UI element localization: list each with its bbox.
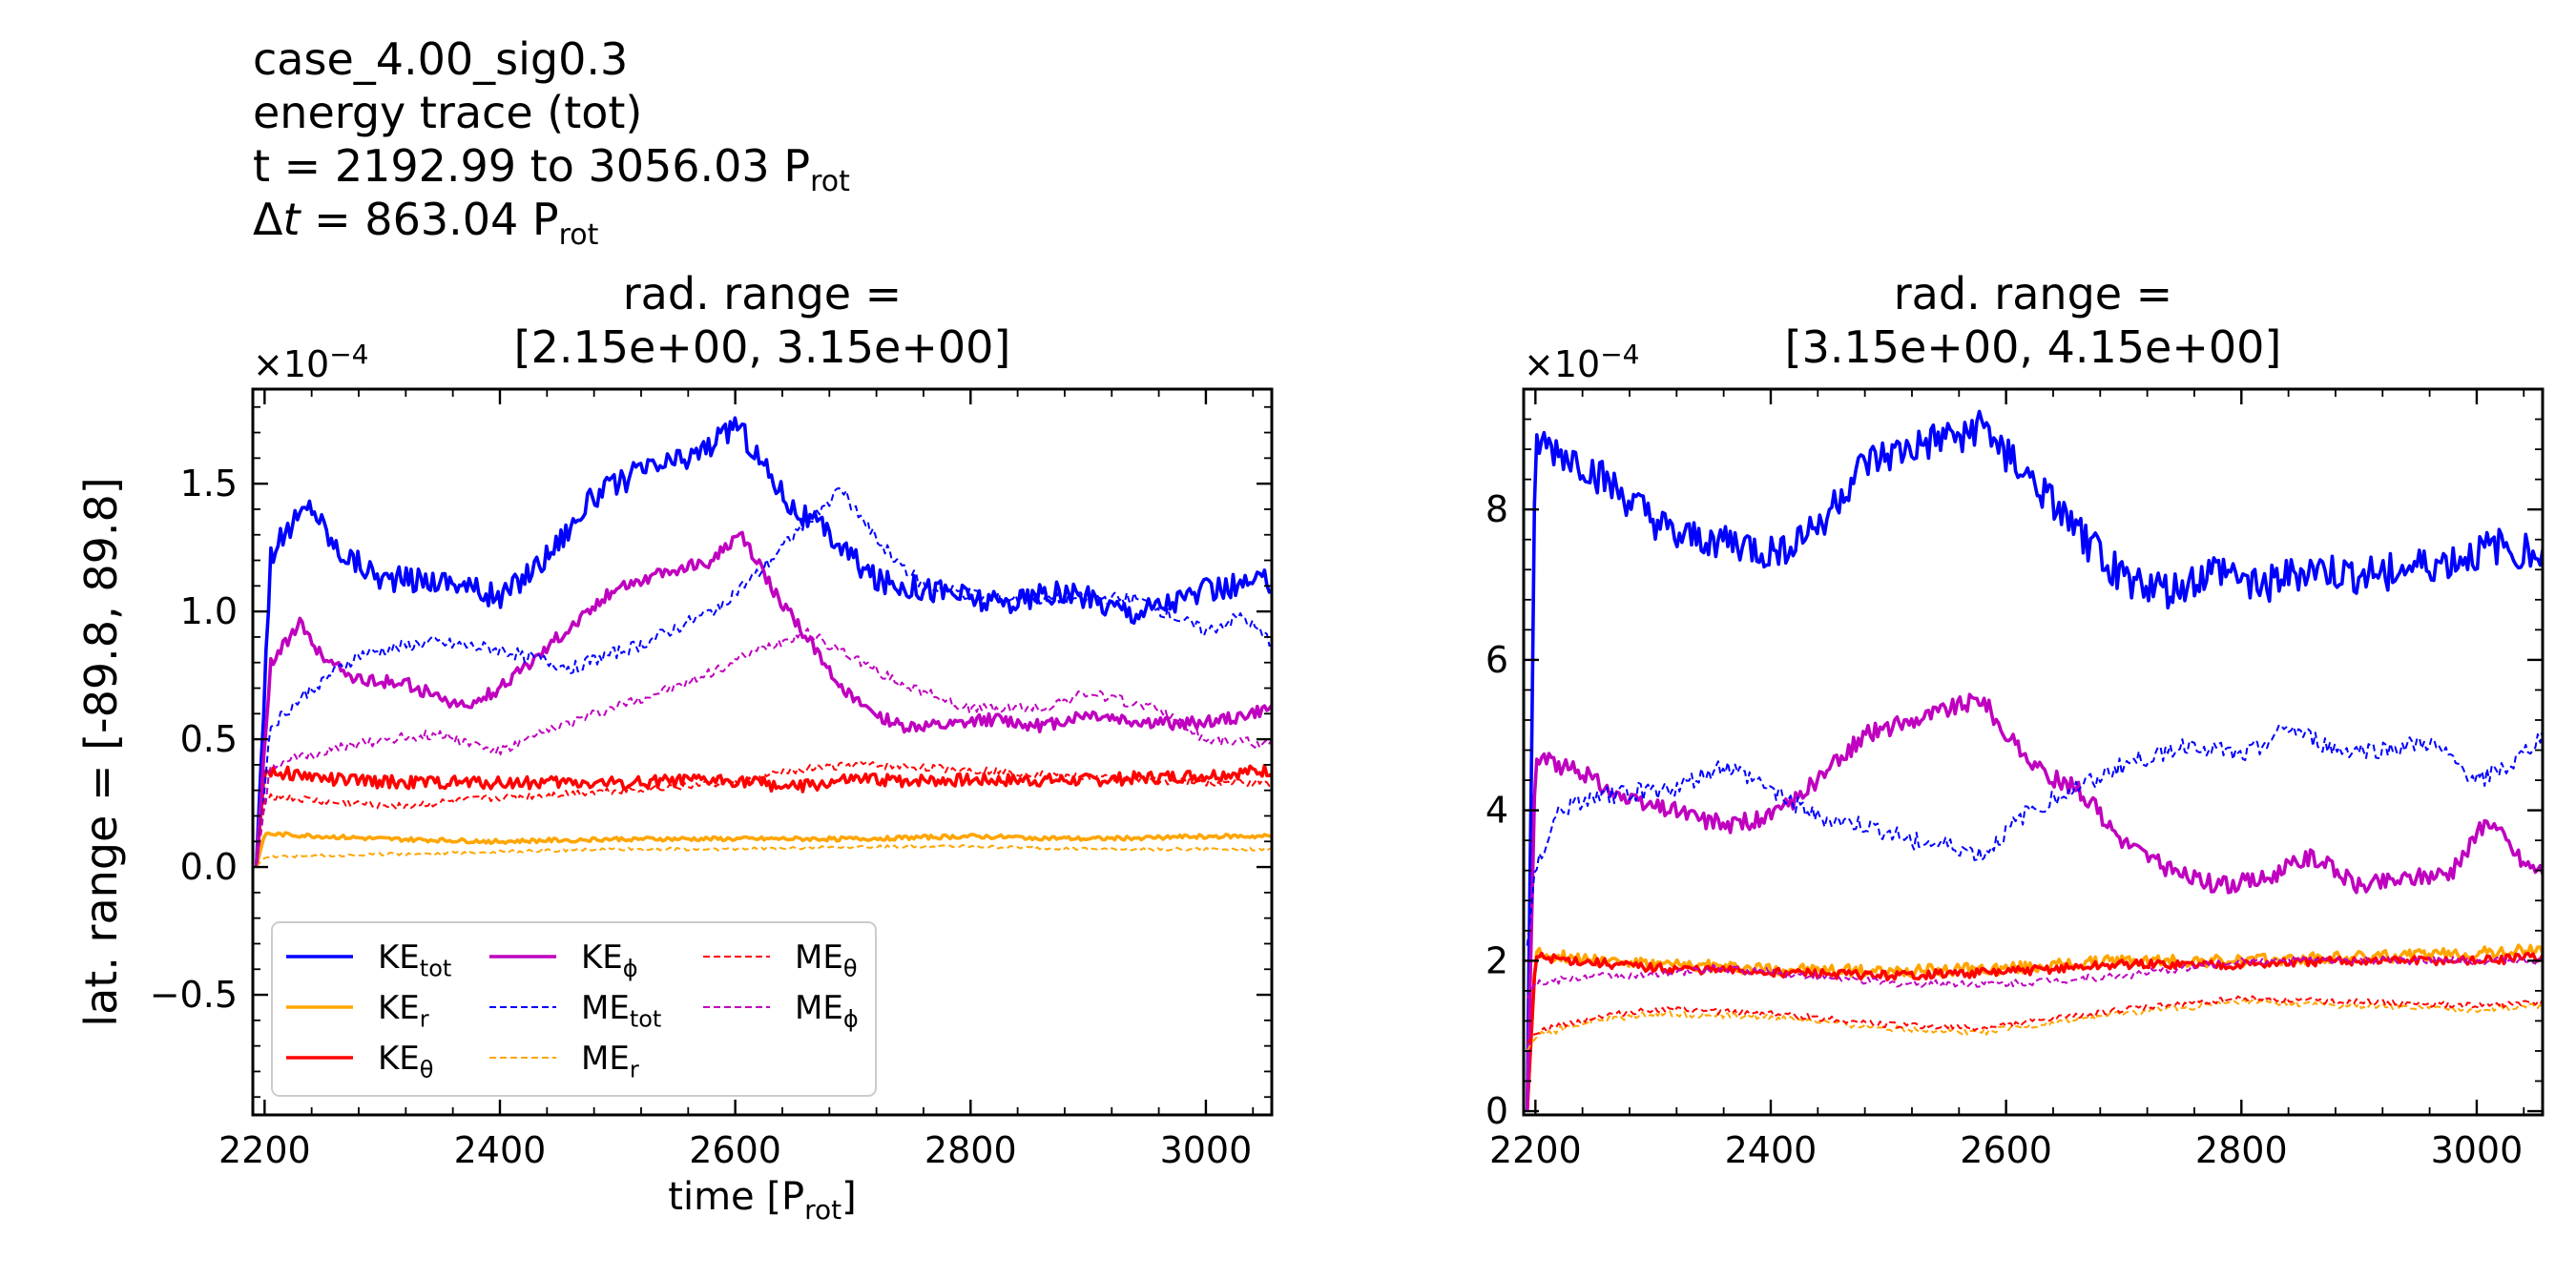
- series-line-ke-theta: [254, 763, 1272, 868]
- series-line-me-phi: [1526, 956, 2543, 1000]
- y-axis-label: lat. range = [-89.8, 89.8]: [75, 477, 127, 1026]
- legend-label-ke-theta-sub: θ: [420, 1056, 434, 1082]
- x-tick-label: 2200: [1489, 1129, 1582, 1171]
- case-name: case_4.00_sig0.3: [253, 33, 629, 85]
- legend-label-me-r-base: ME: [581, 1040, 630, 1078]
- time-span-label: Δt = 863.04 Prot: [253, 193, 598, 262]
- legend-label-ke-phi-base: KE: [581, 938, 623, 977]
- legend-label-ke-r: KEr: [378, 989, 429, 1032]
- axis-offset-label: ×10−4: [253, 339, 368, 385]
- legend-box: [271, 921, 877, 1097]
- y-tick-label: −0.5: [150, 974, 238, 1016]
- x-tick-label: 3000: [2431, 1129, 2524, 1171]
- legend-label-me-r-sub: r: [630, 1056, 639, 1082]
- plot-area: [1525, 409, 2543, 1112]
- legend-label-me-tot: MEtot: [581, 989, 661, 1032]
- y-tick-label: 1.5: [180, 463, 238, 505]
- legend-label-me-phi-base: ME: [795, 989, 843, 1027]
- legend-label-ke-theta-base: KE: [378, 1040, 420, 1078]
- legend-label-me-theta: MEθ: [795, 938, 858, 981]
- x-tick-label: 2400: [1725, 1129, 1818, 1171]
- series-line-me-tot: [1526, 724, 2543, 946]
- legend-label-me-phi-sub: ϕ: [843, 1005, 859, 1032]
- y-tick-label: 8: [1485, 488, 1508, 530]
- legend-label-me-tot-sub: tot: [630, 1005, 662, 1032]
- x-tick-label: 3000: [1160, 1129, 1253, 1171]
- y-tick-label: 1.0: [180, 590, 238, 632]
- legend-label-ke-phi-sub: ϕ: [623, 955, 638, 981]
- legend-label-me-phi: MEϕ: [795, 989, 859, 1032]
- legend-label-ke-tot-sub: tot: [420, 955, 452, 981]
- panel-title-line2: [3.15e+00, 4.15e+00]: [1785, 321, 2282, 373]
- y-tick-label: 0.5: [180, 718, 238, 760]
- panel-title-line2: [2.15e+00, 3.15e+00]: [514, 321, 1011, 373]
- y-tick-label: 2: [1485, 939, 1508, 981]
- x-tick-label: 2200: [218, 1129, 311, 1171]
- legend-label-me-r: MEr: [581, 1040, 639, 1082]
- series-line-ke-r: [254, 831, 1272, 868]
- axis-offset-base: ×10: [253, 343, 329, 385]
- legend-label-me-tot-base: ME: [581, 989, 630, 1027]
- series-line-me-tot: [255, 486, 1272, 868]
- y-tick-label: 4: [1485, 790, 1508, 832]
- legend-label-ke-tot-base: KE: [378, 938, 420, 977]
- x-axis-label-end: ]: [841, 1175, 857, 1219]
- x-tick-label: 2800: [2195, 1129, 2288, 1171]
- chart-panel-2: rad. range =[3.15e+00, 4.15e+00] ×10−4 220…: [1485, 268, 2545, 1171]
- x-tick-label: 2400: [454, 1129, 547, 1171]
- delta-symbol: Δ: [253, 194, 283, 245]
- x-axis-label-base: time [P: [668, 1175, 804, 1219]
- legend-label-ke-r-sub: r: [420, 1005, 429, 1032]
- x-tick-label: 2600: [1960, 1129, 2052, 1171]
- legend-label-me-theta-base: ME: [795, 938, 843, 977]
- legend-label-ke-r-base: KE: [378, 989, 420, 1027]
- delta-var: t: [282, 194, 301, 245]
- series-line-me-theta: [255, 760, 1272, 868]
- time-range-text: t = 2192.99 to 3056.03 P: [253, 140, 811, 192]
- axis-offset-label: ×10−4: [1524, 339, 1639, 385]
- y-tick-label: 6: [1485, 639, 1508, 681]
- x-tick-label: 2800: [924, 1129, 1017, 1171]
- axis-offset-exponent: −4: [329, 339, 368, 370]
- plot-frame: [251, 387, 1274, 1117]
- series-line-me-r: [255, 844, 1272, 868]
- series-line-me-phi: [255, 628, 1272, 868]
- x-axis-label: time [Prot]: [668, 1175, 856, 1226]
- quantity-label: energy trace (tot): [253, 87, 643, 138]
- series-line-ke-tot: [254, 416, 1272, 868]
- series-line-ke-phi: [1525, 692, 2543, 1112]
- chart-panel-1: rad. range =[2.15e+00, 3.15e+00] ×10−4 220…: [75, 268, 1274, 1226]
- series-line-me-theta: [1526, 995, 2543, 1044]
- series-line-me-r: [1526, 999, 2543, 1052]
- legend-label-me-theta-sub: θ: [843, 955, 858, 981]
- time-range-unit-sub: rot: [810, 165, 850, 198]
- x-tick-label: 2600: [689, 1129, 781, 1171]
- legend-label-ke-tot: KEtot: [378, 938, 451, 981]
- time-span-text: = 863.04 P: [300, 194, 559, 245]
- panel-title-line1: rad. range =: [1894, 268, 2172, 320]
- legend-label-ke-phi: KEϕ: [581, 938, 638, 981]
- legend-label-ke-theta: KEθ: [378, 1040, 433, 1082]
- series-line-ke-theta: [1525, 951, 2543, 1112]
- time-range-label: t = 2192.99 to 3056.03 Prot: [253, 139, 850, 209]
- time-span-unit-sub: rot: [558, 218, 599, 252]
- series-line-ke-r: [1525, 943, 2543, 1112]
- axis-offset-exponent: −4: [1600, 339, 1639, 370]
- x-axis-label-sub: rot: [804, 1194, 841, 1226]
- axis-offset-base: ×10: [1524, 343, 1600, 385]
- plot-frame: [1522, 387, 2545, 1117]
- series-line-ke-phi: [254, 530, 1272, 868]
- plot-area: [254, 416, 1272, 868]
- series-line-ke-tot: [1525, 409, 2543, 1112]
- panel-title-line1: rad. range =: [623, 268, 902, 320]
- y-tick-label: 0.0: [180, 846, 238, 888]
- y-tick-label: 0: [1485, 1090, 1508, 1132]
